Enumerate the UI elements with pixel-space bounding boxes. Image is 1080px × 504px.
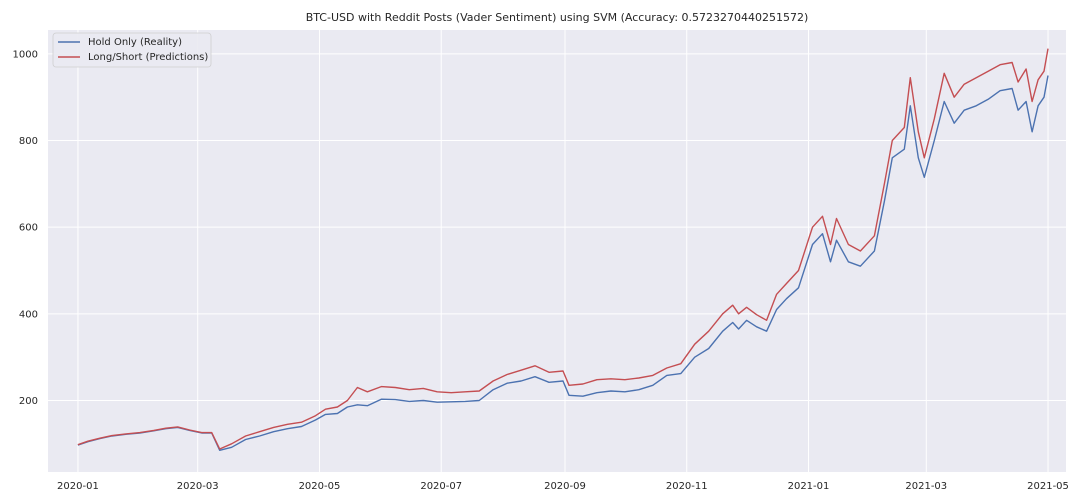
x-tick-label: 2021-01	[788, 481, 830, 492]
x-tick-label: 2020-03	[177, 481, 219, 492]
grid-lines	[48, 30, 1066, 472]
x-tick-label: 2020-07	[420, 481, 462, 492]
legend-label-hold: Hold Only (Reality)	[88, 37, 182, 48]
x-tick-label: 2020-01	[57, 481, 99, 492]
x-tick-label: 2020-05	[299, 481, 341, 492]
y-tick-label: 400	[19, 309, 38, 320]
y-axis-ticks: 200 400 600 800 1000	[13, 49, 38, 407]
series-line-long-short	[77, 48, 1049, 450]
plot-area	[48, 30, 1066, 472]
x-axis-ticks: 2020-01 2020-03 2020-05 2020-07 2020-09 2020-…	[57, 481, 1069, 492]
y-tick-label: 600	[19, 223, 38, 234]
series-line-hold-only	[77, 75, 1049, 451]
legend: Hold Only (Reality) Long/Short (Predicti…	[52, 32, 212, 68]
x-tick-label: 2020-11	[666, 481, 708, 492]
y-tick-label: 800	[19, 136, 38, 147]
x-tick-label: 2021-05	[1027, 481, 1069, 492]
y-tick-label: 200	[19, 396, 38, 407]
y-tick-label: 1000	[13, 49, 38, 60]
legend-box	[52, 32, 212, 68]
chart-title: BTC-USD with Reddit Posts (Vader Sentime…	[306, 11, 809, 24]
legend-label-longshort: Long/Short (Predictions)	[88, 52, 208, 63]
x-tick-label: 2021-03	[905, 481, 947, 492]
x-tick-label: 2020-09	[544, 481, 586, 492]
series-lines	[77, 48, 1049, 451]
